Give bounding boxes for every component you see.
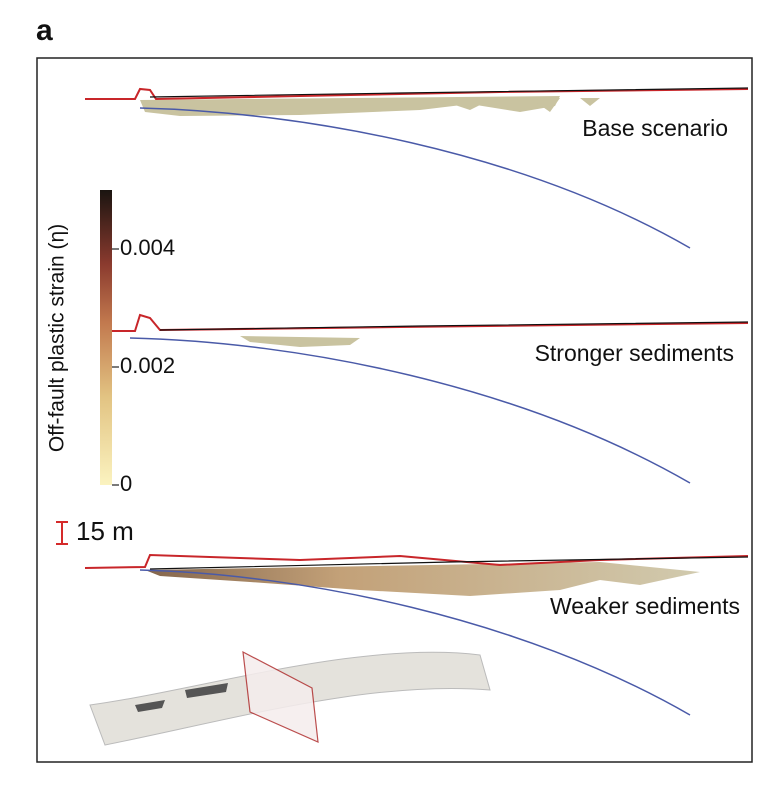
profile-stronger (100, 313, 749, 484)
colorbar-tick-label: 0 (120, 471, 132, 496)
panel-label: a (36, 14, 53, 47)
fault-3d-inset (89, 650, 491, 746)
colorbar (100, 190, 112, 485)
profile-weaker (84, 553, 749, 716)
panel-frame (36, 57, 753, 763)
scale-bar (56, 521, 68, 545)
scenario-label: Stronger sediments (535, 340, 734, 366)
scenario-label: Weaker sediments (550, 593, 740, 619)
scenario-label: Base scenario (582, 115, 728, 141)
scale-bar-label: 15 m (76, 516, 134, 546)
colorbar-tick-label: 0.002 (120, 353, 175, 378)
colorbar-label: Off-fault plastic strain (η) (46, 224, 69, 452)
colorbar-tick-label: 0.004 (120, 235, 175, 260)
profile-base (85, 87, 749, 249)
